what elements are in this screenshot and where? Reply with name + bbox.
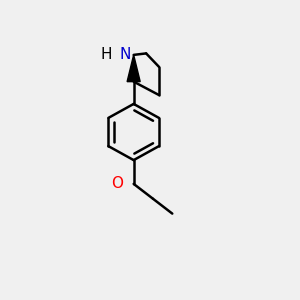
Text: O: O <box>111 176 123 191</box>
Text: H: H <box>101 47 112 62</box>
Text: N: N <box>119 47 131 62</box>
Polygon shape <box>127 55 140 82</box>
